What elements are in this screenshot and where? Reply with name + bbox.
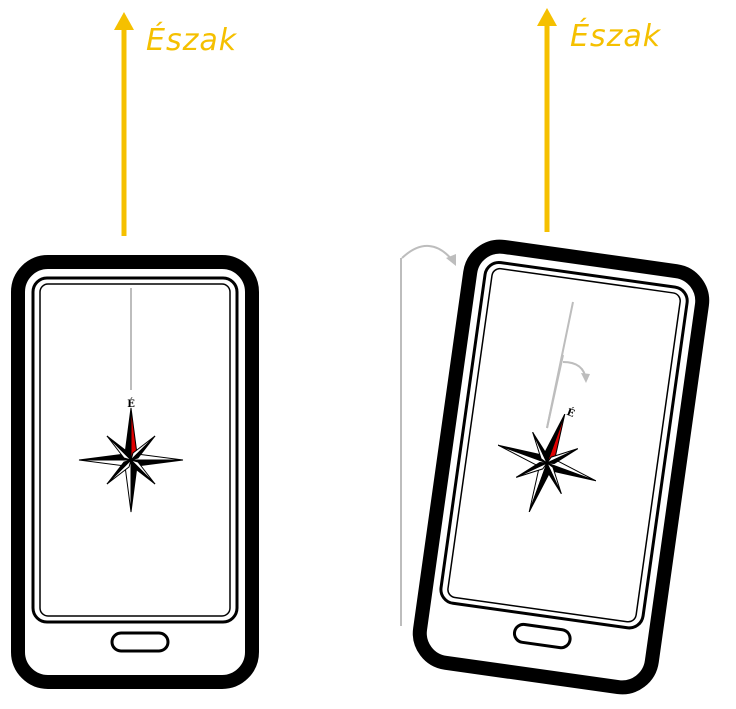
north-label-left: Észak — [146, 22, 238, 58]
phone-screen — [39, 283, 231, 617]
compass-north-letter-left: É — [127, 398, 135, 410]
arrow-head-icon — [537, 8, 557, 26]
north-label-right: Észak — [570, 18, 662, 54]
phone-screen-outer — [31, 276, 239, 624]
rotate-arrow-icon — [401, 244, 455, 263]
compass-north-letter-right: É — [565, 406, 577, 420]
north-arrow-right: Észak — [537, 8, 662, 232]
home-button — [512, 622, 572, 650]
north-arrow-left: Észak — [114, 12, 238, 236]
phone-screen-outer — [439, 261, 689, 630]
arrow-head-icon — [114, 12, 134, 30]
rotation-indicator — [400, 244, 456, 626]
home-button — [110, 631, 170, 653]
phone-left: É — [11, 255, 259, 689]
phone-screen — [447, 267, 681, 623]
angle-guides — [546, 301, 590, 429]
